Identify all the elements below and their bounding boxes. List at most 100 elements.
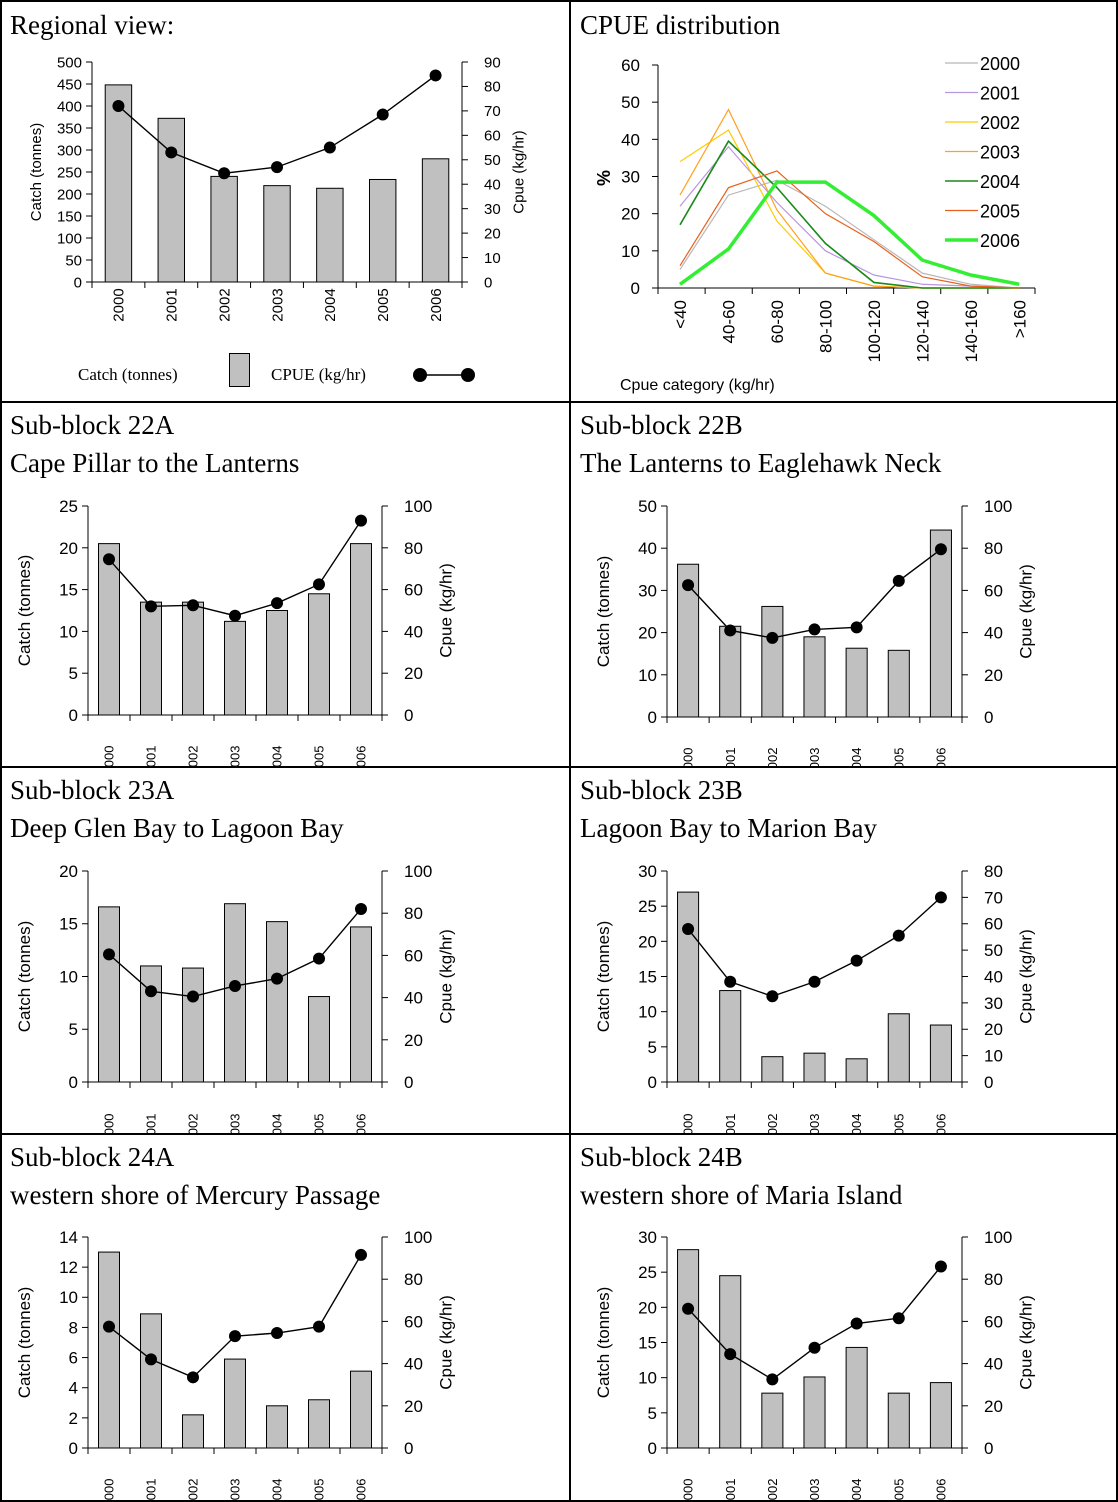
cpue-point: [165, 146, 178, 159]
panel-sub-block-22a: Sub-block 22A Cape Pillar to the Lantern…: [0, 402, 570, 767]
left-tick-label: 250: [57, 164, 82, 181]
catch-bar: [316, 187, 344, 283]
catch-bar: [803, 1376, 826, 1449]
x-tick-label: 140-160: [962, 300, 981, 362]
cpue-point: [934, 1260, 947, 1273]
left-tick-label: 5: [648, 1404, 657, 1423]
left-tick-label: 300: [57, 142, 82, 159]
cpue-point: [808, 1341, 821, 1354]
catch-bar: [761, 605, 784, 718]
catch-bar: [182, 1414, 204, 1449]
panel-sub-block-24a: Sub-block 24A western shore of Mercury P…: [0, 1134, 570, 1502]
cpue-point: [313, 952, 325, 965]
cpue-point: [766, 990, 779, 1003]
left-tick-label: 20: [59, 862, 78, 881]
x-tick-label: 2000: [102, 1114, 117, 1134]
cpue-point: [766, 1373, 779, 1386]
left-tick-label: 0: [69, 706, 78, 725]
legend-catch-swatch: [229, 353, 250, 387]
x-tick-label: 2000: [681, 1114, 696, 1134]
right-tick-label: 20: [984, 1397, 1003, 1416]
x-tick-label: 2003: [807, 1114, 822, 1134]
right-tick-label: 20: [404, 1031, 423, 1050]
legend-cpue-label: CPUE (kg/hr): [271, 365, 366, 384]
left-tick-label: 500: [57, 54, 82, 71]
cpue-point: [103, 553, 115, 566]
cpue-point: [112, 100, 125, 112]
left-axis-title: Catch (tonnes): [594, 1287, 613, 1399]
right-tick-label: 80: [984, 862, 1003, 881]
x-tick-label: 2003: [228, 746, 243, 767]
right-tick-label: 60: [404, 1312, 423, 1331]
right-tick-label: 10: [484, 250, 501, 267]
x-tick-label: 2005: [375, 288, 392, 321]
catch-bar: [677, 1249, 700, 1449]
cpue-point: [850, 1317, 863, 1330]
catch-bar: [350, 1370, 372, 1449]
left-tick-label: 10: [59, 967, 78, 986]
right-tick-label: 10: [984, 1047, 1003, 1066]
left-axis-title: Catch (tonnes): [15, 1287, 34, 1399]
catch-bar: [350, 926, 372, 1083]
cpue-point: [934, 543, 947, 556]
x-tick-label: 2001: [164, 288, 181, 321]
cpue-point: [103, 948, 115, 961]
catch-bar: [266, 610, 288, 716]
left-tick-label: 20: [638, 1298, 657, 1317]
cpue-point: [682, 1302, 695, 1315]
right-tick-label: 20: [484, 225, 501, 242]
left-tick-label: 25: [638, 1263, 657, 1282]
cpue-point: [724, 624, 737, 637]
cpue-point: [682, 923, 695, 936]
left-tick-label: 6: [69, 1349, 78, 1368]
x-tick-label: 2004: [849, 748, 864, 767]
right-tick-label: 80: [984, 1270, 1003, 1289]
left-tick-label: 15: [638, 1333, 657, 1352]
left-tick-label: 30: [638, 1228, 657, 1247]
catch-bar: [98, 543, 120, 716]
right-tick-label: 20: [984, 666, 1003, 685]
left-tick-label: 40: [638, 539, 657, 558]
series-line: [679, 145, 1020, 289]
x-tick-label: 2003: [269, 288, 286, 321]
cpue-point: [323, 141, 336, 154]
left-tick-label: 400: [57, 98, 82, 115]
cpue-point: [229, 1330, 241, 1343]
series-line: [679, 179, 1020, 289]
x-tick-label: 2001: [723, 1479, 738, 1502]
cpue-point: [218, 167, 231, 180]
x-tick-label: 2002: [765, 748, 780, 767]
right-tick-label: 50: [984, 941, 1003, 960]
right-tick-label: 0: [984, 1073, 993, 1092]
catch-bar: [677, 891, 700, 1083]
cpue-point: [313, 1320, 325, 1333]
cpue-point: [724, 975, 737, 988]
left-axis-title: Catch (tonnes): [594, 921, 613, 1033]
left-tick-label: 30: [638, 581, 657, 600]
x-tick-label: 2004: [322, 288, 339, 321]
catch-bar: [887, 649, 910, 718]
series-line: [678, 180, 1020, 287]
left-axis-title: Catch (tonnes): [594, 556, 613, 668]
catch-bar: [308, 996, 330, 1083]
regional-combo-chart: 0 50 100 150 200 250 300 350 400 450 500 0 10 20 30 40 5…: [28, 54, 528, 321]
x-tick-label: 2003: [807, 1479, 822, 1502]
right-tick-label: 0: [984, 708, 993, 727]
cpue-point: [766, 631, 779, 644]
left-tick-label: 50: [65, 252, 82, 269]
cpue-point: [892, 1312, 905, 1325]
left-tick-label: 15: [59, 915, 78, 934]
right-tick-label: 60: [984, 915, 1003, 934]
panel-cpue-distribution: CPUE distribution 0 10 20 30 40 50 60 <40 40-60 6…: [570, 0, 1118, 402]
catch-bar: [719, 1275, 742, 1449]
left-tick-label: 30: [638, 862, 657, 881]
x-tick-label: 2000: [102, 746, 117, 767]
left-tick-label: 20: [59, 539, 78, 558]
catch-bar: [263, 185, 291, 283]
panel-sub-block-23b: Sub-block 23B Lagoon Bay to Marion Bay 0…: [570, 767, 1118, 1134]
catch-bar: [845, 647, 868, 718]
catch-bar: [369, 178, 397, 283]
right-tick-label: 60: [404, 581, 423, 600]
x-tick-label: 2005: [312, 1114, 327, 1134]
left-tick-label: 2: [69, 1409, 78, 1428]
